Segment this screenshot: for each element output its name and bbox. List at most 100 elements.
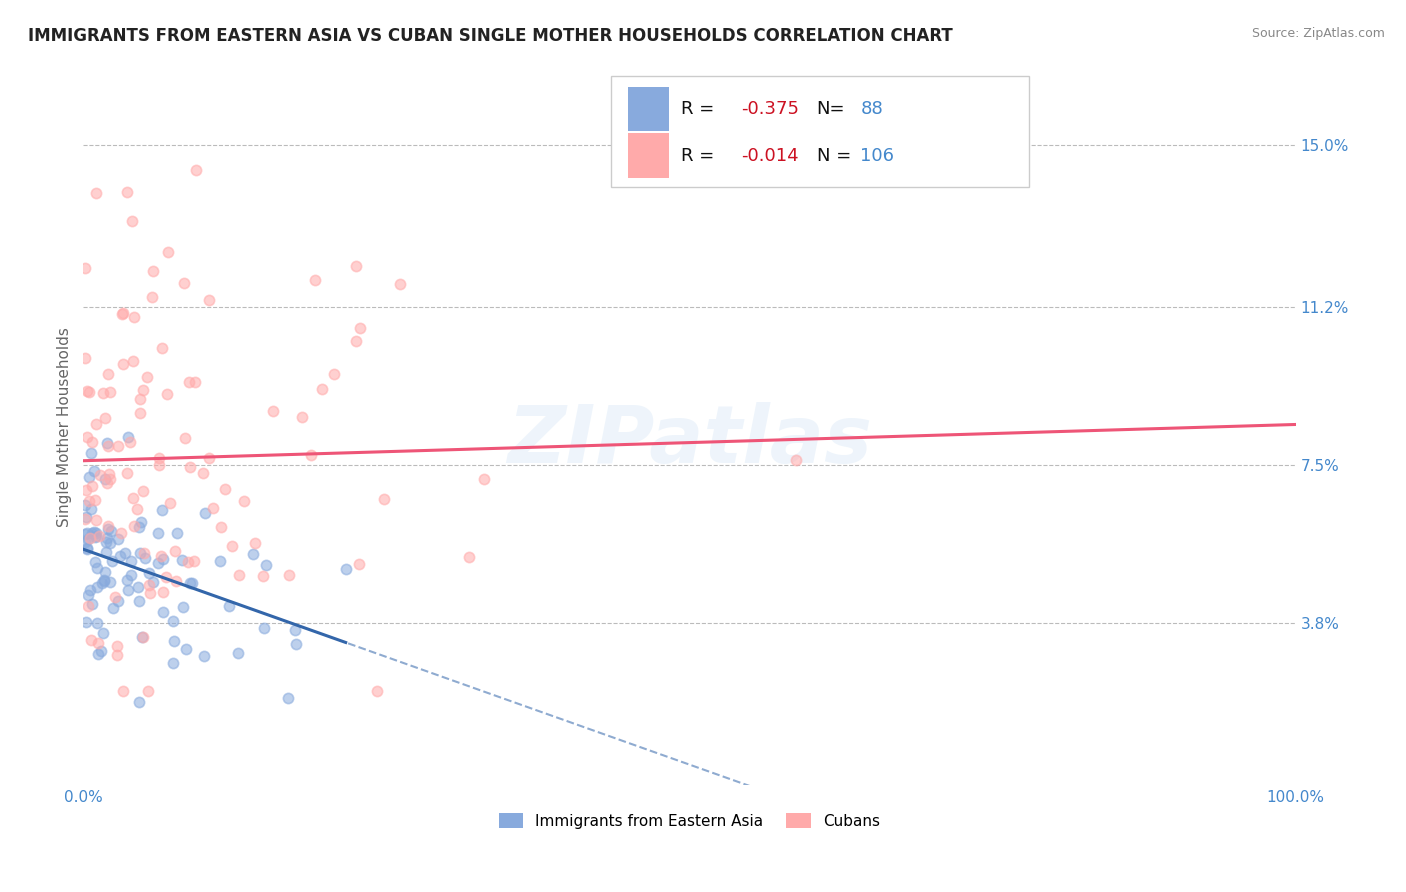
Point [76, 599, 98, 613]
Point [80, 446, 103, 460]
Point [155, 570, 177, 584]
Point [156, 387, 179, 401]
Point [86, 616, 108, 631]
Point [127, 580, 149, 594]
Point [84, 528, 107, 542]
Point [152, 503, 174, 517]
Point [162, 614, 184, 628]
Point [162, 656, 184, 670]
Point [458, 550, 481, 565]
Point [174, 431, 197, 445]
Point [97, 522, 120, 536]
Point [96, 531, 118, 545]
Point [104, 590, 127, 604]
Point [77, 493, 100, 508]
Point [100, 554, 122, 568]
Point [97, 518, 120, 533]
Point [132, 546, 155, 560]
Point [323, 368, 346, 382]
Point [209, 520, 232, 534]
Point [138, 578, 160, 592]
Point [262, 404, 284, 418]
Point [129, 406, 152, 420]
Point [139, 586, 162, 600]
Point [183, 376, 205, 390]
Point [107, 640, 129, 654]
Point [174, 641, 197, 656]
Point [121, 354, 143, 368]
Point [80, 633, 103, 648]
Point [233, 494, 256, 508]
Point [87, 636, 110, 650]
Point [83, 530, 105, 544]
Point [73, 351, 96, 365]
Y-axis label: Single Mother Households: Single Mother Households [58, 326, 72, 527]
Point [142, 574, 165, 589]
Point [252, 569, 274, 583]
Point [107, 594, 129, 608]
Point [122, 518, 145, 533]
Point [148, 451, 170, 466]
Point [159, 496, 181, 510]
Point [184, 162, 207, 177]
Point [82, 434, 104, 449]
Point [94, 472, 117, 486]
Point [79, 385, 101, 400]
Point [94, 535, 117, 549]
Point [136, 684, 159, 698]
Point [138, 566, 160, 580]
Point [115, 573, 138, 587]
Point [311, 383, 333, 397]
Point [299, 448, 322, 462]
Point [94, 545, 117, 559]
Point [132, 483, 155, 498]
Point [112, 306, 135, 320]
Point [291, 409, 314, 424]
Point [472, 472, 495, 486]
Point [131, 630, 153, 644]
Point [96, 475, 118, 490]
Point [304, 273, 326, 287]
Point [77, 469, 100, 483]
Point [252, 621, 274, 635]
Point [97, 367, 120, 381]
Point [84, 525, 107, 540]
Point [86, 561, 108, 575]
Point [107, 439, 129, 453]
Point [347, 557, 370, 571]
Point [165, 574, 187, 589]
Text: 88: 88 [860, 100, 883, 118]
Point [73, 498, 96, 512]
Point [96, 436, 118, 450]
FancyBboxPatch shape [627, 87, 669, 131]
Point [111, 357, 134, 371]
Point [172, 599, 194, 614]
Point [150, 549, 173, 563]
Point [98, 385, 121, 400]
Point [146, 557, 169, 571]
Point [98, 467, 121, 482]
Point [79, 532, 101, 546]
Point [170, 553, 193, 567]
Point [120, 435, 142, 450]
Point [142, 264, 165, 278]
Point [86, 581, 108, 595]
Point [87, 647, 110, 661]
Point [94, 411, 117, 425]
Text: N=: N= [817, 100, 845, 118]
FancyBboxPatch shape [610, 76, 1029, 186]
Point [179, 460, 201, 475]
Point [76, 430, 98, 444]
Point [202, 500, 225, 515]
Point [107, 532, 129, 546]
Point [108, 549, 131, 563]
Point [198, 450, 221, 465]
Point [242, 547, 264, 561]
Point [198, 293, 221, 307]
Point [180, 576, 202, 591]
Point [373, 492, 395, 507]
Point [128, 520, 150, 534]
Point [163, 634, 186, 648]
Point [79, 582, 101, 597]
Point [179, 375, 201, 389]
